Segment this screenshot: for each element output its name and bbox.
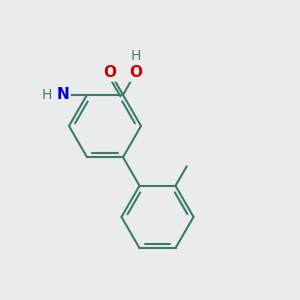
Text: H: H: [41, 88, 52, 102]
Text: O: O: [104, 65, 117, 80]
Text: N: N: [57, 87, 69, 102]
Text: O: O: [129, 65, 142, 80]
Text: H: H: [130, 49, 141, 63]
